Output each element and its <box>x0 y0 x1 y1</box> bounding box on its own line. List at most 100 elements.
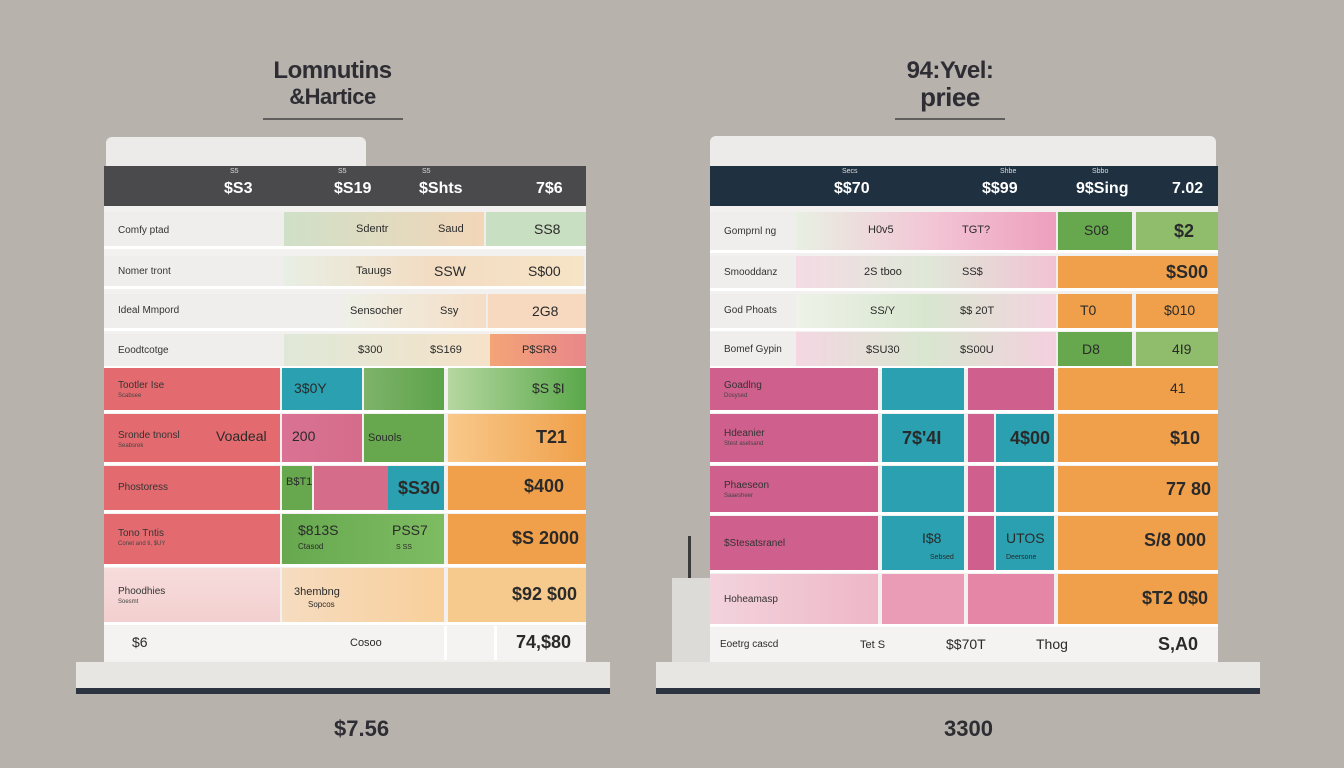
left-row-7-cell-green <box>282 466 312 510</box>
right-total-price: 3300 <box>944 716 993 741</box>
left-row-1[interactable]: Comfy ptad Sdentr Saud SS8 <box>104 212 586 249</box>
left-price-table: S5 S5 S5 $S3 $S19 $Shts 7$6 Comfy ptad S… <box>104 166 586 664</box>
right-row-5-cell-label <box>710 368 878 410</box>
right-row-5-cell-teal <box>882 368 964 410</box>
left-footer-right: 74,$80 <box>516 632 572 652</box>
left-header-tiny-1: S5 <box>230 168 239 175</box>
right-header-col4: 7.02 <box>1172 180 1204 197</box>
right-row-6-cell-orange <box>1058 414 1218 462</box>
left-header-col1: $S3 <box>224 180 253 197</box>
right-row-2-v2: SS$ <box>962 266 983 278</box>
left-row-1-v2: Saud <box>438 223 464 235</box>
right-row-5[interactable]: Goadlng Dosysed 41 <box>710 368 1218 413</box>
right-row-9-cell-label <box>710 574 878 624</box>
right-row-7-cell-label <box>710 466 878 512</box>
left-row-8-cell-label <box>104 514 280 564</box>
left-footer-divider <box>444 626 447 660</box>
right-row-8-cell-teal <box>882 516 964 570</box>
right-header-tiny-2: Shbe <box>1000 168 1017 175</box>
left-row-4-v1: $300 <box>358 344 383 356</box>
right-row-1-cell-a <box>796 212 1056 250</box>
right-row-6-cell-label <box>710 414 878 462</box>
left-row-5[interactable]: Tootler Ise Scabsee 3$0Y $S $I <box>104 368 586 413</box>
right-row-1-v3: S08 <box>1084 222 1109 238</box>
left-row-7-cell-pink <box>314 466 388 510</box>
left-row-8-label: Tono Tntis Conet and ti, $UY <box>118 528 166 547</box>
left-row-2-cell-a <box>284 256 584 286</box>
right-title-rule <box>895 118 1005 120</box>
right-row-5-cell-pink <box>968 368 1054 410</box>
right-row-9-cell-pink <box>882 574 964 624</box>
right-header-col2: $$99 <box>982 180 1018 197</box>
left-row-6-v3: T21 <box>536 427 568 447</box>
right-row-2[interactable]: Smooddanz 2S tboo SS$ $S00 <box>710 256 1218 291</box>
right-row-1-v4: $2 <box>1174 221 1195 241</box>
right-row-7-v1: 77 80 <box>1166 479 1212 499</box>
left-header-col3: $Shts <box>419 180 463 197</box>
left-row-3[interactable]: Ideal Mmpord Sensocher Ssy 2G8 <box>104 294 586 331</box>
right-stand-pole <box>688 536 691 582</box>
left-row-2-v2: SSW <box>434 263 466 279</box>
left-row-9-cell-orange <box>448 568 586 622</box>
left-row-4[interactable]: Eoodtcotge $300 $S169 P$SR9 <box>104 334 586 369</box>
right-row-4-cell-b <box>1058 332 1132 366</box>
left-row-5-cell-teal <box>282 368 362 410</box>
left-row-6-v2: Souols <box>368 432 402 444</box>
right-row-8-v4: Deersone <box>1006 554 1037 561</box>
left-title-line1: Lomnutins <box>273 57 392 84</box>
left-row-1-v1: Sdentr <box>356 223 389 235</box>
left-footer-divider-2 <box>494 626 497 660</box>
right-row-8-cell-label <box>710 516 878 570</box>
right-row-8-cell-teal2 <box>996 516 1054 570</box>
right-row-6[interactable]: Hdeanier Stest aselsand 7$'4I 4$00 $10 <box>710 414 1218 465</box>
right-row-8-v2: Sebsed <box>930 554 954 561</box>
right-header-tiny-3: Sbbo <box>1092 168 1109 175</box>
right-row-9-v1: $T2 0$0 <box>1142 588 1209 608</box>
right-row-6-cell-teal2 <box>996 414 1054 462</box>
right-row-9-label: Hoheamasp <box>724 594 778 605</box>
right-row-3[interactable]: God Phoats SS/Y $$ 20T T0 $010 <box>710 294 1218 331</box>
left-row-7[interactable]: Phostoress B$T1 $S30 $400 <box>104 466 586 513</box>
right-row-7[interactable]: Phaeseon Saaesheer 77 80 <box>710 466 1218 515</box>
right-row-1-cell-b <box>1058 212 1132 250</box>
right-side-stand <box>672 578 712 664</box>
left-row-6-cell-label <box>104 414 280 462</box>
left-row-8-cell-orange <box>448 514 586 564</box>
left-row-9[interactable]: Phoodhies Soesmt 3hembng Sopcos $92 $00 <box>104 568 586 625</box>
left-row-6[interactable]: Sronde tnonsl Seabsrek Voadeal 200 Souols… <box>104 414 586 465</box>
right-row-1-v2: TGT? <box>962 224 991 236</box>
left-row-8-v1: $813S <box>298 522 339 538</box>
right-row-1[interactable]: Gomprnl ng H0v5 TGT? S08 $2 <box>710 212 1218 253</box>
right-row-4[interactable]: Bomef Gypin $SU30 $S00U D8 4I9 <box>710 332 1218 369</box>
right-row-8-cell-orange <box>1058 516 1218 570</box>
right-row-8-v1: I$8 <box>922 530 942 546</box>
left-row-3-v2: Ssy <box>440 305 459 317</box>
right-price-table: Secs Shbe Sbbo $$70 $$99 9$Sing 7.02 Gom… <box>710 166 1218 664</box>
right-row-8[interactable]: $Stesatsranel I$8 Sebsed UTOS Deersone S… <box>710 516 1218 573</box>
left-row-3-cell-a <box>344 294 486 328</box>
right-row-3-label: God Phoats <box>724 305 777 316</box>
left-row-7-label: Phostoress <box>118 482 169 493</box>
left-row-8[interactable]: Tono Tntis Conet and ti, $UY $813S Ctasod… <box>104 514 586 567</box>
right-header-col1: $$70 <box>834 180 870 197</box>
right-row-6-v2: 4$00 <box>1010 428 1051 448</box>
left-row-7-cell-orange <box>448 466 586 510</box>
left-row-6-cell-pink <box>282 414 362 462</box>
left-row-8-v4: S SS <box>396 544 412 551</box>
left-header-col4: 7$6 <box>536 180 563 197</box>
right-row-9[interactable]: Hoheamasp $T2 0$0 <box>710 574 1218 627</box>
left-header-tiny-2: S5 <box>338 168 347 175</box>
left-row-6-cell-orange <box>448 414 586 462</box>
right-row-2-label: Smooddanz <box>724 267 778 278</box>
left-row-8-v3: PSS7 <box>392 522 428 538</box>
left-row-2-v1: Tauugs <box>356 265 392 277</box>
right-row-5-v1: 41 <box>1170 380 1186 396</box>
left-row-6-label: Sronde tnonsl Seabsrek <box>118 430 180 449</box>
left-row-5-label: Tootler Ise Scabsee <box>118 380 165 399</box>
right-row-4-cell-c <box>1136 332 1218 366</box>
left-row-2[interactable]: Nomer tront Tauugs SSW S$00 <box>104 256 586 289</box>
right-row-8-label: $Stesatsranel <box>724 538 786 549</box>
right-row-4-v2: $S00U <box>960 344 994 356</box>
left-row-5-cell-green <box>364 368 444 410</box>
left-row-4-v2: $S169 <box>430 344 462 356</box>
